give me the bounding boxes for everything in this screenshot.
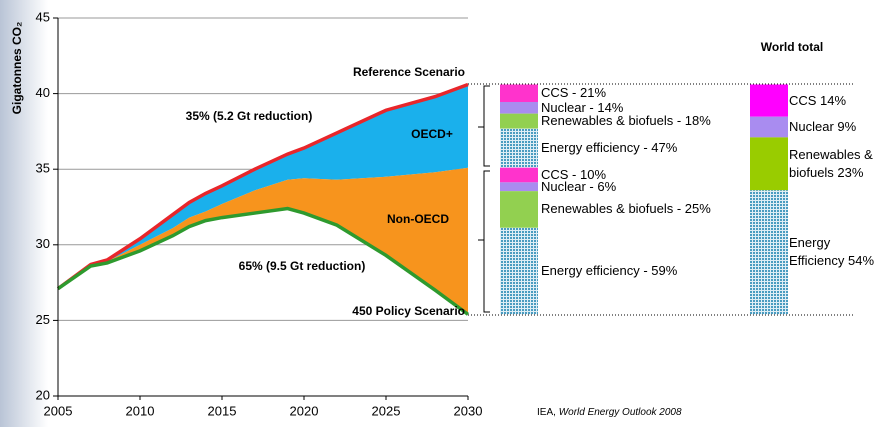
area-label: OECD+ [411,127,453,141]
y-tick-label: 45 [36,9,50,24]
stack-segment [500,101,538,114]
segment-label-box: Nuclear - 14% [541,99,624,115]
x-tick-label: 2010 [126,403,155,418]
stack-segment [750,190,788,315]
y-tick-label: 40 [36,85,50,100]
x-tick-label: 2015 [208,403,237,418]
segment-label-box: CCS - 21% [541,85,607,101]
x-tick-label: 2030 [454,403,483,418]
segment-label: CCS - 21% [541,85,607,101]
segment-label: Renewables & biofuels 23% [789,146,873,180]
stack-title: World total [761,40,823,54]
stack-segment [500,227,538,315]
area [58,167,468,315]
source-title: World Energy Outlook 2008 [559,407,682,418]
series-label: 450 Policy Scenario [352,304,465,318]
segment-label: Renewables & biofuels - 25% [541,201,711,217]
source-org: IEA, [537,407,556,418]
stack-segment [500,167,538,183]
background-edge [0,0,48,427]
line [57,206,470,316]
segment-label: Nuclear - 6% [541,178,617,194]
x-tick-label: 2020 [290,403,319,418]
area [58,84,468,289]
bracket [478,85,490,167]
stack-segment [500,84,538,102]
stack-segment [750,84,788,117]
series-label: Reference Scenario [353,65,465,79]
annotation: 65% (9.5 Gt reduction) [239,259,366,273]
segment-label: Energy Efficiency 54% [789,235,875,269]
segment-label: CCS 14% [789,92,847,108]
segment-label-box: CCS - 10% [541,167,607,183]
segment-label-box: CCS 14% [789,92,847,108]
x-tick-label: 2005 [44,403,73,418]
line [56,82,469,291]
segment-label-box: Nuclear 9% [789,119,857,135]
segment-label: CCS - 10% [541,167,607,183]
source: IEA, World Energy Outlook 2008 [537,407,682,418]
segment-label-box: Renewables & biofuels - 18% [541,113,711,129]
stack-segment [500,191,538,228]
stack-segment [500,128,538,168]
segment-label-box: Energy Efficiency 54% [789,235,875,269]
x-tick-label: 2025 [372,403,401,418]
segment-label: Nuclear 9% [789,119,857,135]
annotation: 35% (5.2 Gt reduction) [186,109,313,123]
segment-label: Nuclear - 14% [541,99,624,115]
y-tick-label: 20 [36,387,50,402]
segment-label: Renewables & biofuels - 18% [541,113,711,129]
y-tick-label: 25 [36,312,50,327]
segment-label: Energy efficiency - 47% [541,140,678,156]
segment-label-box: Renewables & biofuels - 25% [541,201,711,217]
y-tick-label: 30 [36,236,50,251]
segment-label-box: Energy efficiency - 59% [541,263,678,279]
area-label: Non-OECD [387,212,449,226]
stack-segment [500,113,538,129]
segment-label-box: Energy efficiency - 47% [541,140,678,156]
bracket [478,170,490,313]
y-axis-label: Gigatonnes CO₂ [10,22,24,115]
y-tick-label: 35 [36,161,50,176]
segment-label-box: Nuclear - 6% [541,178,617,194]
segment-label: Energy efficiency - 59% [541,263,678,279]
segment-label-box: Renewables & biofuels 23% [789,146,873,180]
stack-segment [500,182,538,192]
stack-segment [750,116,788,138]
stack-segment [750,137,788,191]
